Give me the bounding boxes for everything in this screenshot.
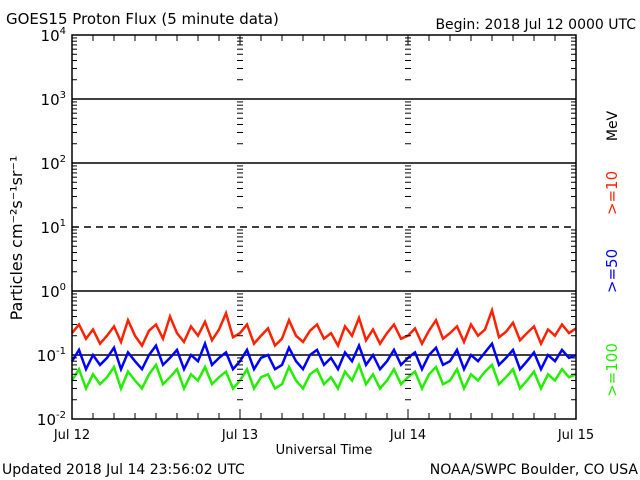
y-axis-label: Particles cm⁻²s⁻¹sr⁻¹ <box>7 156 26 321</box>
updated-timestamp: Updated 2018 Jul 14 23:56:02 UTC <box>2 462 245 478</box>
series-line-gte10 <box>71 306 577 349</box>
y-tick-label: 103 <box>41 90 66 109</box>
y-tick-label: 10-2 <box>37 410 66 429</box>
legend-unit: MeV <box>605 110 621 141</box>
legend-entry: >=100 <box>603 343 621 397</box>
x-tick-label: Jul 15 <box>557 428 594 443</box>
chart-title: GOES15 Proton Flux (5 minute data) <box>6 10 279 28</box>
series-line-gte50 <box>70 340 577 373</box>
y-tick-label: 102 <box>41 154 66 173</box>
y-tick-label: 101 <box>41 218 66 237</box>
x-axis-label: Universal Time <box>276 443 373 458</box>
series-line-gte100 <box>70 361 577 393</box>
x-tick-label: Jul 14 <box>389 428 426 443</box>
source-credit: NOAA/SWPC Boulder, CO USA <box>430 462 639 478</box>
x-tick-label: Jul 12 <box>53 428 90 443</box>
legend-entry: >=50 <box>603 249 621 293</box>
y-tick-label: 100 <box>41 282 66 301</box>
y-tick-label: 104 <box>41 26 66 45</box>
y-tick-label: 10-1 <box>37 346 66 365</box>
legend-entry: >=10 <box>603 171 621 215</box>
x-tick-label: Jul 13 <box>221 428 258 443</box>
begin-label: Begin: 2018 Jul 12 0000 UTC <box>435 17 636 33</box>
